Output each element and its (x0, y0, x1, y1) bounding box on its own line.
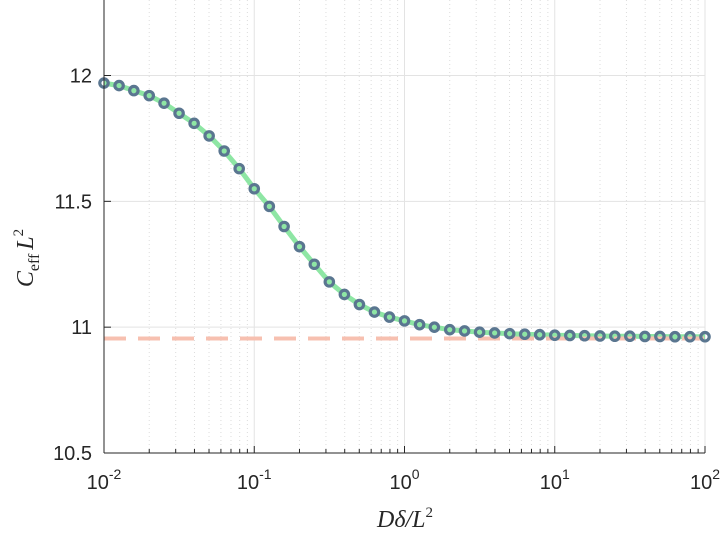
axes (103, 0, 706, 454)
data-point (368, 306, 381, 318)
y-axis-label-sub: eff (26, 253, 43, 271)
data-point (113, 79, 125, 92)
data-point (218, 145, 231, 157)
data-point (203, 130, 215, 142)
data-point (233, 162, 245, 175)
data-point (609, 330, 621, 343)
data-point (338, 288, 351, 301)
data-point (323, 276, 336, 288)
data-point (443, 323, 456, 336)
data-point (188, 117, 200, 130)
data-point (158, 97, 170, 109)
data-point (308, 258, 321, 271)
data-point (473, 326, 486, 338)
y-axis-label-main: C (13, 270, 39, 287)
x-tick-label: 10-2 (87, 466, 122, 494)
data-point (353, 298, 366, 311)
y-tick-label: 10.5 (53, 443, 92, 465)
x-axis-label: Dδ/L2 (376, 505, 433, 533)
data-point (548, 329, 561, 342)
data-point (684, 330, 696, 343)
x-tick-exp: -1 (259, 466, 272, 482)
data-point (669, 330, 681, 343)
x-tick-exp: 2 (712, 466, 720, 482)
data-point (594, 330, 606, 342)
x-axis-label-main: Dδ/L (376, 507, 426, 533)
x-tick-base: 10 (690, 472, 712, 494)
x-axis-label-sup: 2 (426, 505, 434, 521)
y-tick-label: 11.5 (55, 191, 92, 213)
y-axis-label-sup: 2 (11, 229, 27, 237)
data-point (428, 321, 441, 333)
x-tick-label: 10-1 (237, 466, 272, 494)
y-axis-label-main2: L (13, 236, 39, 250)
data-point (398, 315, 411, 327)
x-tick-base: 10 (87, 472, 109, 494)
y-tick-label: 11 (71, 317, 92, 339)
data-point (293, 240, 306, 253)
data-point (639, 330, 651, 343)
data-point (503, 327, 516, 340)
x-tick-base: 10 (540, 472, 562, 494)
y-axis-label: Ceff L2 (11, 229, 43, 287)
x-tick-exp: 0 (412, 466, 420, 482)
data-point (143, 89, 156, 102)
data-point (564, 329, 576, 342)
y-tick-label: 12 (70, 66, 92, 88)
data-point (518, 328, 531, 341)
data-point (413, 318, 426, 331)
x-tick-label: 100 (389, 466, 419, 494)
data-point (248, 182, 261, 195)
data-point (458, 325, 471, 337)
x-tick-exp: -2 (109, 466, 122, 482)
data-point (278, 220, 290, 233)
data-point (128, 84, 140, 97)
x-tick-label: 102 (690, 466, 720, 494)
data-point (578, 329, 591, 342)
data-point (263, 200, 276, 213)
data-point (488, 327, 501, 339)
data-point (383, 311, 396, 323)
x-tick-exp: 1 (562, 466, 570, 482)
data-point (654, 330, 666, 343)
data-point (624, 330, 636, 343)
x-tick-base: 10 (237, 472, 259, 494)
x-tick-label: 101 (540, 466, 570, 494)
data-point (699, 330, 711, 343)
x-tick-base: 10 (389, 472, 411, 494)
data-point (533, 328, 546, 341)
data-point (173, 107, 185, 120)
